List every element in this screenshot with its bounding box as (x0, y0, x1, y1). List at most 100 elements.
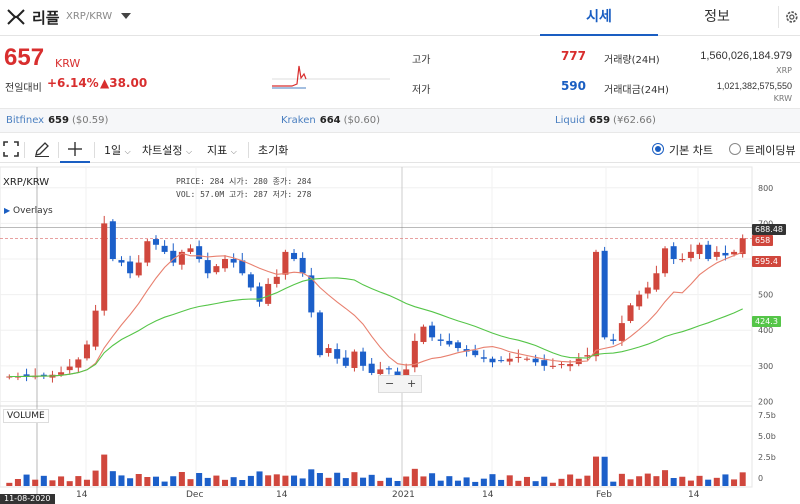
candle-body (472, 350, 479, 356)
volume-bar (83, 479, 90, 486)
toolbar-divider (24, 142, 25, 158)
candle-body (247, 274, 254, 288)
x-tick-label: 14 (688, 490, 700, 500)
high-value: 777 (560, 49, 586, 63)
x-tick-label: Dec (186, 490, 203, 500)
ma-short-line (9, 251, 743, 378)
candle-body (567, 364, 574, 367)
gear-icon[interactable] (778, 6, 800, 28)
candle-body (204, 260, 211, 274)
overlays-toggle[interactable]: ▶ Overlays (4, 206, 53, 216)
change-amount: ▲38.00 (100, 76, 148, 90)
volume-bar (696, 475, 703, 486)
candle-body (627, 305, 634, 321)
volume-bar (472, 481, 479, 486)
amount-unit: KRW (773, 94, 792, 103)
candle-body (687, 251, 694, 258)
chart-settings-label: 차트설정 (142, 144, 183, 157)
volume-bar (567, 474, 574, 486)
volume-bar (420, 476, 427, 486)
fullscreen-icon[interactable] (2, 140, 20, 158)
tradingview-radio[interactable] (729, 143, 741, 155)
volume-bar (394, 481, 401, 486)
candle-body (325, 348, 332, 354)
exchange-name: Bitfinex (6, 115, 45, 126)
candle-body (178, 251, 185, 265)
volume-bar (653, 476, 660, 486)
volume-pane-label: VOLUME (3, 409, 49, 423)
volume-bar (221, 479, 229, 486)
crosshair-icon[interactable] (66, 140, 84, 158)
chevron-down-icon[interactable] (120, 10, 132, 22)
volume-bar (523, 476, 531, 486)
volume-bar (403, 476, 410, 486)
exchange-sub-price: ($0.59) (71, 115, 109, 126)
y-tick-label: 200 (758, 397, 773, 406)
candle-body (256, 286, 263, 302)
xrp-logo-icon (7, 9, 25, 25)
exchange-item[interactable]: Liquid 659 (¥62.66) (555, 115, 656, 126)
candle-body (713, 251, 720, 257)
candle-body (40, 374, 47, 376)
volume-bar (213, 475, 220, 486)
volume-bar (437, 480, 444, 486)
volume-bar (144, 477, 151, 486)
volume-bar (610, 481, 617, 486)
candle-body (351, 351, 358, 368)
candle-body (670, 246, 677, 260)
low-value: 590 (560, 79, 586, 93)
chevron-down-icon: ⌵ (230, 147, 237, 156)
volume-bar (196, 473, 203, 486)
exchange-name: Liquid (555, 115, 586, 126)
candle-body (161, 245, 168, 252)
candle-body (558, 364, 565, 366)
tab-market[interactable]: 시세 (540, 0, 658, 36)
tradingview-label[interactable]: 트레이딩뷰 (745, 144, 796, 157)
zoom-in-button[interactable]: + (407, 377, 417, 390)
volume-bar (291, 475, 298, 486)
volume-bar (6, 482, 13, 486)
period-select[interactable]: 1일 ⌵ (104, 142, 131, 158)
volume-bar (187, 479, 194, 486)
current-price: 657 (4, 44, 45, 71)
volume-bar (282, 475, 289, 486)
chart-settings-menu[interactable]: 차트설정 ⌵ (142, 142, 192, 158)
volume-bar (75, 476, 82, 486)
volume-bar (66, 481, 73, 486)
chart-toolbar: 1일 ⌵ 차트설정 ⌵ 지표 ⌵ 초기화 기본 차트 트레이딩뷰 (0, 137, 800, 163)
candle-body (118, 260, 125, 263)
volume-bar (627, 479, 634, 486)
volume-bar (480, 478, 487, 486)
candle-body (187, 248, 194, 252)
price-tag-ma-short: 595.4 (752, 256, 781, 267)
volume-bar (713, 477, 720, 486)
period-label: 1일 (104, 144, 122, 157)
exchange-item[interactable]: Kraken 664 ($0.60) (281, 115, 380, 126)
pencil-icon[interactable] (33, 140, 51, 158)
candle-body (679, 259, 686, 261)
candle-body (66, 366, 73, 371)
candle-body (532, 358, 539, 363)
low-label: 저가 (412, 85, 431, 96)
tab-info[interactable]: 정보 (704, 9, 730, 25)
reset-button[interactable]: 초기화 (258, 144, 289, 157)
candle-body (429, 325, 436, 338)
zoom-out-button[interactable]: − (385, 377, 395, 390)
candle-body (265, 283, 272, 304)
volume-bar (601, 456, 608, 486)
candle-body (282, 251, 289, 275)
active-tool-indicator (60, 161, 90, 163)
volume-bar (584, 475, 591, 486)
y-tick-label: 400 (758, 326, 773, 335)
basic-chart-label[interactable]: 기본 차트 (669, 144, 713, 157)
candle-body (196, 246, 203, 260)
indicators-menu[interactable]: 지표 ⌵ (207, 142, 237, 158)
candle-body (541, 360, 548, 366)
candle-body (489, 358, 496, 363)
basic-chart-radio[interactable] (652, 143, 664, 155)
exchange-item[interactable]: Bitfinex 659 ($0.59) (6, 115, 108, 126)
x-tick-label: 14 (276, 490, 288, 500)
candle-body (601, 250, 608, 338)
volume-bar (558, 478, 565, 486)
